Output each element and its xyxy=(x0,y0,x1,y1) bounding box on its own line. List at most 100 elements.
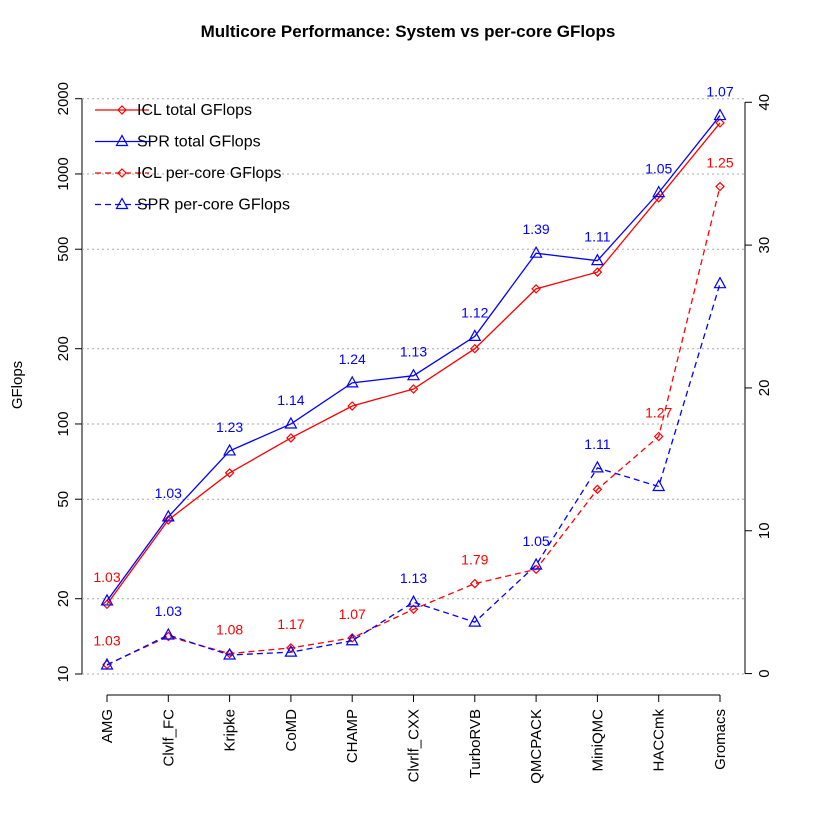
ratio-label: 1.13 xyxy=(400,570,427,586)
ratio-label: 1.24 xyxy=(339,351,366,367)
point-marker xyxy=(529,245,543,258)
ratio-label: 1.39 xyxy=(522,221,549,237)
ratio-label: 1.03 xyxy=(93,569,120,585)
ratio-label: 1.25 xyxy=(706,155,733,171)
x-tick-label: CoMD xyxy=(283,709,300,752)
y-tick-label: 1000 xyxy=(55,157,72,190)
y-tick-label: 10 xyxy=(55,666,72,683)
point-marker xyxy=(286,433,296,443)
ratio-label: 1.03 xyxy=(155,603,182,619)
point-marker xyxy=(529,557,543,570)
y-axis-label: GFlops xyxy=(9,361,26,409)
point-marker xyxy=(223,647,237,660)
legend-marker xyxy=(115,134,129,147)
legend-label: SPR total GFlops xyxy=(137,134,261,151)
legend-label: ICL total GFlops xyxy=(137,102,252,119)
point-marker xyxy=(102,599,112,610)
point-marker xyxy=(408,384,419,394)
point-marker xyxy=(161,627,175,640)
point-marker xyxy=(408,604,419,615)
point-marker xyxy=(715,181,725,192)
y-tick-label: 20 xyxy=(55,590,72,607)
x-tick-label: TurboRVB xyxy=(467,709,484,778)
legend-label: SPR per-core GFlops xyxy=(137,197,290,214)
series-line xyxy=(106,283,721,666)
point-marker xyxy=(345,633,359,646)
ratio-label: 1.79 xyxy=(461,552,488,568)
point-marker xyxy=(590,253,604,266)
series-line xyxy=(106,186,721,666)
point-marker xyxy=(713,108,727,121)
y-tick-label: 500 xyxy=(55,237,72,262)
ratio-label: 1.03 xyxy=(155,485,182,501)
legend-marker xyxy=(115,197,129,210)
ratio-label: 1.05 xyxy=(645,161,672,177)
ratio-label: 1.12 xyxy=(461,304,488,320)
point-marker xyxy=(224,468,235,478)
x-tick-label: CHAMP xyxy=(344,709,361,763)
point-marker xyxy=(652,479,666,492)
x-tick-label: Clvlf_FC xyxy=(160,709,177,767)
y2-tick-label: 40 xyxy=(756,94,773,111)
point-marker xyxy=(163,515,174,525)
point-marker xyxy=(406,594,421,607)
x-tick-label: MiniQMC xyxy=(589,709,606,772)
point-marker xyxy=(284,416,298,429)
x-tick-label: Kripke xyxy=(222,709,239,752)
point-marker xyxy=(406,368,421,381)
point-marker xyxy=(468,329,482,342)
ratio-label: 1.08 xyxy=(216,622,243,638)
ratio-label: 1.07 xyxy=(339,606,366,622)
ratio-label: 1.17 xyxy=(277,616,304,632)
ratio-label: 1.07 xyxy=(706,84,733,100)
point-marker xyxy=(347,633,358,643)
point-marker xyxy=(715,118,725,128)
point-marker xyxy=(161,509,175,522)
series-line xyxy=(106,122,721,605)
point-marker xyxy=(347,401,358,411)
y-tick-label: 200 xyxy=(55,336,72,361)
point-marker xyxy=(531,284,541,294)
ratio-label: 1.14 xyxy=(277,392,304,408)
y-tick-label: 100 xyxy=(55,411,72,436)
ratio-label: 1.13 xyxy=(400,344,427,360)
point-marker xyxy=(469,343,480,354)
y2-tick-label: 30 xyxy=(756,237,773,254)
point-marker xyxy=(100,593,114,606)
point-marker xyxy=(284,644,298,657)
point-marker xyxy=(469,578,480,589)
point-marker xyxy=(592,267,603,277)
point-marker xyxy=(163,631,174,642)
x-tick-label: Clvrlf_CXX xyxy=(406,709,423,782)
x-tick-label: HACCmk xyxy=(651,709,668,772)
y2-tick-label: 10 xyxy=(756,522,773,539)
y-tick-label: 2000 xyxy=(55,82,72,115)
point-marker xyxy=(468,614,482,627)
x-tick-label: AMG xyxy=(99,709,116,743)
point-marker xyxy=(100,657,114,670)
point-marker xyxy=(713,276,727,289)
series-line xyxy=(106,115,721,602)
legend-marker xyxy=(117,105,127,115)
point-marker xyxy=(592,484,603,495)
ratio-label: 1.11 xyxy=(584,229,610,245)
point-marker xyxy=(653,431,664,442)
x-tick-label: QMCPACK xyxy=(528,709,545,784)
point-marker xyxy=(590,460,604,473)
y2-tick-label: 20 xyxy=(756,380,773,397)
ratio-label: 1.11 xyxy=(584,436,610,452)
ratio-label: 1.05 xyxy=(522,533,549,549)
legend-label: ICL per-core GFlops xyxy=(137,165,281,182)
point-marker xyxy=(345,375,359,388)
y2-tick-label: 0 xyxy=(756,669,773,677)
point-marker xyxy=(652,185,666,198)
ratio-label: 1.03 xyxy=(93,633,120,649)
x-tick-label: Gromacs xyxy=(712,709,729,770)
chart-title: Multicore Performance: System vs per-cor… xyxy=(201,22,616,41)
ratio-label: 1.23 xyxy=(216,419,243,435)
point-marker xyxy=(224,648,235,659)
ratio-label: 1.27 xyxy=(645,404,672,420)
point-marker xyxy=(223,443,237,456)
y-tick-label: 50 xyxy=(55,491,72,508)
